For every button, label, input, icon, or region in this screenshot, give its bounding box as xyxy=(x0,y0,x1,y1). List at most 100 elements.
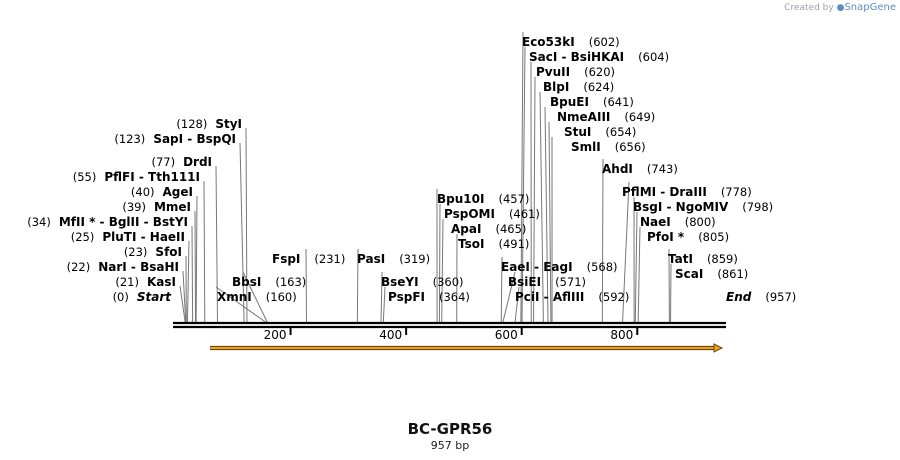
site-label[interactable]: (25) PluTI - HaeII xyxy=(71,230,185,244)
site-name: PflFI - Tth111I xyxy=(104,170,200,184)
site-leader xyxy=(533,76,536,323)
site-label[interactable]: ApaI (465) xyxy=(451,222,526,236)
site-leader xyxy=(239,142,245,323)
site-position: (800) xyxy=(685,215,716,229)
svg-text:BsgI - NgoMIV(798): BsgI - NgoMIV (798) xyxy=(633,200,773,214)
site-name: XmnI xyxy=(217,290,252,304)
feature-arrow[interactable] xyxy=(209,343,724,353)
site-name: FspI xyxy=(272,252,300,266)
site-label[interactable]: FspI (231) xyxy=(272,252,345,266)
site-position: (21) xyxy=(115,275,139,289)
site-leader xyxy=(242,271,268,323)
axis-ticks: 200 400 600 800 xyxy=(264,327,639,342)
site-label[interactable]: (22) NarI - BsaHI xyxy=(67,260,179,274)
site-position: (0) xyxy=(113,290,129,304)
site-name: NarI - BsaHI xyxy=(98,260,179,274)
site-label[interactable]: (123) SapI - BspQI xyxy=(114,132,236,146)
svg-text:ApaI(465): ApaI (465) xyxy=(451,222,526,236)
map-title: BC-GPR56 xyxy=(407,420,493,438)
site-position: (861) xyxy=(717,267,748,281)
site-position: (77) xyxy=(151,155,175,169)
site-label[interactable]: End (957) xyxy=(726,290,796,304)
sequence-backbone xyxy=(173,321,726,329)
site-label[interactable]: (39) MmeI xyxy=(122,200,191,214)
site-label[interactable]: (0) Start xyxy=(113,290,173,304)
site-label[interactable]: PfoI * (805) xyxy=(647,230,729,244)
site-label[interactable]: NmeAIII (649) xyxy=(557,110,655,124)
site-leader xyxy=(382,286,386,323)
svg-text:PciI - AflIII(592): PciI - AflIII (592) xyxy=(515,290,629,304)
site-leader xyxy=(500,256,503,323)
site-name: Bpu10I xyxy=(437,192,484,206)
site-leader xyxy=(502,271,516,323)
site-label[interactable]: BbsI (163) xyxy=(232,275,306,289)
site-position: (641) xyxy=(603,95,634,109)
site-label[interactable]: (77) DrdI xyxy=(151,155,212,169)
svg-text:BseYI(360): BseYI (360) xyxy=(381,275,464,289)
site-label[interactable]: TsoI (491) xyxy=(458,237,529,251)
svg-text:(123)SapI - BspQI: (123) SapI - BspQI xyxy=(114,132,236,146)
site-label[interactable]: PspOMI (461) xyxy=(444,207,540,221)
site-label[interactable]: BseYI (360) xyxy=(381,275,464,289)
site-label[interactable]: NaeI (800) xyxy=(640,215,716,229)
site-position: (592) xyxy=(598,290,629,304)
site-name: PflMI - DraIII xyxy=(622,185,707,199)
site-position: (743) xyxy=(647,162,678,176)
site-name: StyI xyxy=(215,117,242,131)
site-label[interactable]: (23) SfoI xyxy=(124,245,182,259)
site-label[interactable]: (128) StyI xyxy=(176,117,242,131)
site-position: (39) xyxy=(122,200,146,214)
svg-text:ScaI(861): ScaI (861) xyxy=(675,267,748,281)
svg-text:PvuII(620): PvuII (620) xyxy=(536,65,615,79)
site-label[interactable]: StuI (654) xyxy=(564,125,636,139)
site-name: PluTI - HaeII xyxy=(102,230,185,244)
site-label[interactable]: Bpu10I (457) xyxy=(437,192,529,206)
svg-text:PspFI(364): PspFI (364) xyxy=(388,290,470,304)
site-label[interactable]: XmnI (160) xyxy=(217,290,297,304)
site-label[interactable]: PspFI (364) xyxy=(388,290,470,304)
site-label[interactable]: (21) KasI xyxy=(115,275,176,289)
site-leader xyxy=(622,181,630,323)
svg-text:Eco53kI(602): Eco53kI (602) xyxy=(522,35,620,49)
site-leader xyxy=(179,285,186,323)
map-length: 957 bp xyxy=(430,439,470,452)
site-label[interactable]: TatI (859) xyxy=(668,252,738,266)
site-name: BpuEI xyxy=(550,95,589,109)
site-position: (22) xyxy=(67,260,91,274)
site-label[interactable]: PasI (319) xyxy=(357,252,430,266)
site-label[interactable]: (55) PflFI - Tth111I xyxy=(73,170,200,184)
site-name: PfoI * xyxy=(647,230,685,244)
site-name: MmeI xyxy=(154,200,191,214)
site-leader xyxy=(544,106,549,323)
site-leader xyxy=(438,203,441,323)
site-label[interactable]: BpuEI (641) xyxy=(550,95,634,109)
site-label[interactable]: (40) AgeI xyxy=(131,185,193,199)
site-name: Eco53kI xyxy=(522,35,575,49)
site-label[interactable]: AhdI (743) xyxy=(602,162,678,176)
svg-text:TatI(859): TatI (859) xyxy=(668,252,738,266)
svg-text:BsiEI(571): BsiEI (571) xyxy=(508,275,586,289)
site-label[interactable]: SacI - BsiHKAI (604) xyxy=(529,50,669,64)
site-position: (319) xyxy=(399,252,430,266)
site-label[interactable]: ScaI (861) xyxy=(675,267,748,281)
site-label[interactable]: SmlI (656) xyxy=(571,140,646,154)
svg-text:PasI(319): PasI (319) xyxy=(357,252,430,266)
site-label[interactable]: BsgI - NgoMIV (798) xyxy=(633,200,773,214)
site-label[interactable]: PvuII (620) xyxy=(536,65,615,79)
svg-text:PfoI *(805): PfoI * (805) xyxy=(647,230,729,244)
site-label[interactable]: (34) MfII * - BglII - BstYI xyxy=(27,215,188,229)
site-position: (602) xyxy=(589,35,620,49)
site-leader xyxy=(182,270,187,323)
site-label[interactable]: PflMI - DraIII (778) xyxy=(622,185,752,199)
site-label[interactable]: EaeI - EagI (568) xyxy=(501,260,618,274)
site-position: (491) xyxy=(498,237,529,251)
site-label[interactable]: PciI - AflIII (592) xyxy=(515,290,629,304)
site-label[interactable]: BlpI (624) xyxy=(543,80,614,94)
svg-text:(21)KasI: (21) KasI xyxy=(115,275,176,289)
site-position: (568) xyxy=(587,260,618,274)
site-label[interactable]: BsiEI (571) xyxy=(508,275,586,289)
tick-label: 400 xyxy=(379,328,402,342)
site-name: End xyxy=(726,290,752,304)
site-label[interactable]: Eco53kI (602) xyxy=(522,35,620,49)
feature-arrow-head xyxy=(713,343,724,353)
